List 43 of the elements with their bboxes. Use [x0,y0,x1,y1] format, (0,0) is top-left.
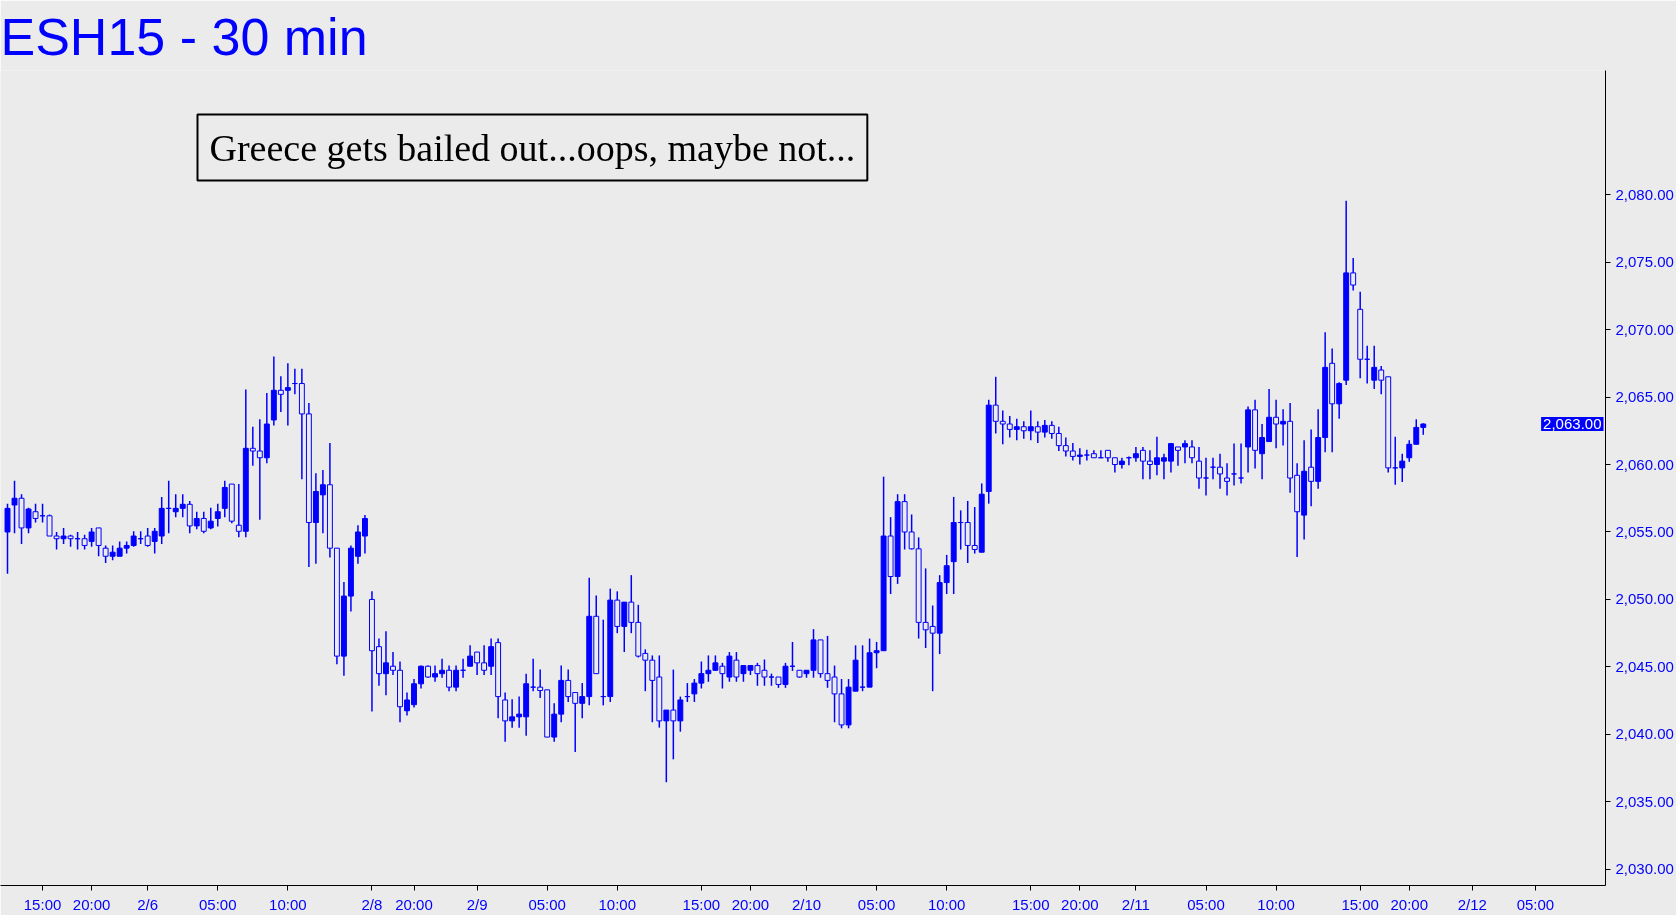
y-tick-label: 2,065.00 [1615,388,1674,406]
x-tick-label: 15:00 [23,895,62,913]
x-tick-label: 15:00 [682,895,721,913]
x-tick-label: 10:00 [927,895,966,913]
x-tick-label: 2/11 [1121,895,1150,913]
candlestick [1224,462,1230,497]
x-tick-label: 2/8 [361,895,383,913]
candlestick [1196,446,1202,490]
annotation: Greece gets bailed out...oops, maybe not... [209,126,856,169]
y-tick-label: 2,075.00 [1615,253,1674,271]
x-tick-label: 20:00 [72,895,111,913]
x-tick-label: 10:00 [598,895,637,913]
x-tick-label: 2/12 [1457,895,1487,913]
x-tick-label: 05:00 [199,895,237,913]
x-tick-label: 10:00 [1257,895,1295,913]
y-tick-label: 2,070.00 [1615,320,1674,338]
y-tick-label: 2,050.00 [1615,590,1674,608]
x-tick-label: 05:00 [1516,895,1555,913]
x-tick-label: 05:00 [857,895,896,913]
y-tick-label: 2,035.00 [1615,792,1674,810]
candlestick [214,502,221,528]
text: 2,063.00 [1543,415,1602,433]
y-tick-label: 2,030.00 [1615,860,1674,878]
x-tick-label: 20:00 [395,895,433,913]
x-tick-label: 20:00 [1390,895,1429,913]
x-tick-label: 05:00 [528,895,566,913]
x-tick-label: 10:00 [269,895,307,913]
y-tick-label: 2,080.00 [1615,185,1674,203]
candlestick [1217,452,1223,490]
x-tick-label: 2/9 [466,895,488,913]
x-tick-label: 15:00 [1341,895,1379,913]
chart-title: ESH15 - 30 min [0,7,368,66]
x-tick-label: 20:00 [731,895,770,913]
candlestick [4,502,11,575]
x-tick-label: 2/10 [791,895,822,913]
y-tick-label: 2,060.00 [1615,455,1674,473]
x-tick-label: 2/6 [137,895,159,913]
x-tick-label: 15:00 [1012,895,1050,913]
y-tick-label: 2,040.00 [1615,725,1674,743]
x-tick-label: 20:00 [1061,895,1099,913]
y-tick-label: 2,055.00 [1615,522,1674,540]
x-tick-label: 05:00 [1187,895,1225,913]
y-tick-label: 2,045.00 [1615,657,1674,675]
